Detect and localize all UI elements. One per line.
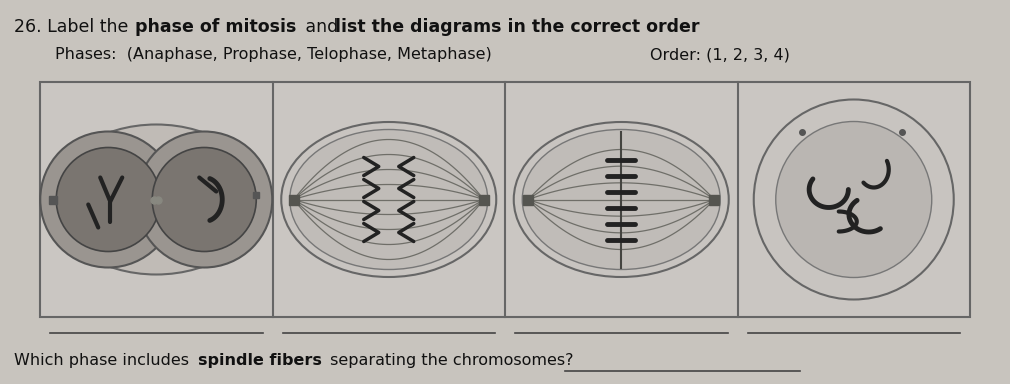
Text: separating the chromosomes?: separating the chromosomes? [325,353,574,368]
Text: 26. Label the: 26. Label the [14,18,134,36]
Circle shape [136,131,273,268]
Ellipse shape [522,129,720,270]
Ellipse shape [290,129,488,270]
Text: phase of mitosis: phase of mitosis [135,18,296,36]
Ellipse shape [281,122,496,277]
Circle shape [57,147,161,252]
Circle shape [153,147,257,252]
Text: Which phase includes: Which phase includes [14,353,194,368]
Ellipse shape [52,124,262,275]
Text: spindle fibers: spindle fibers [198,353,322,368]
Text: list the diagrams in the correct order: list the diagrams in the correct order [335,18,700,36]
Bar [40,82,970,317]
Text: and: and [300,18,343,36]
Text: Phases:  (Anaphase, Prophase, Telophase, Metaphase): Phases: (Anaphase, Prophase, Telophase, … [55,47,492,62]
Text: Order: (1, 2, 3, 4): Order: (1, 2, 3, 4) [650,47,790,62]
Circle shape [753,99,953,300]
Circle shape [776,121,932,278]
Ellipse shape [514,122,729,277]
Circle shape [40,131,177,268]
